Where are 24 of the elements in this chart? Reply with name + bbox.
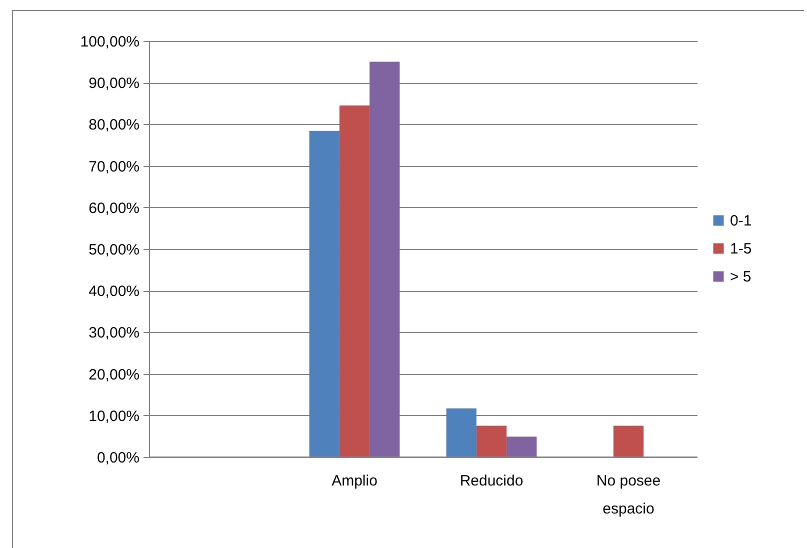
bar: [309, 130, 340, 457]
bar: [476, 426, 507, 457]
legend-label: 1-5: [730, 240, 752, 258]
y-tick-label: 40,00%: [88, 283, 140, 300]
y-tick-label: 70,00%: [88, 158, 140, 176]
x-tick-label: Reducido: [460, 472, 524, 490]
legend-label: 0-1: [730, 212, 752, 230]
y-tick-label: 60,00%: [88, 200, 140, 217]
bar: [613, 426, 644, 457]
x-tick-label: No posee espacio: [596, 472, 661, 518]
y-tick-label: 10,00%: [88, 408, 140, 425]
bar: [370, 62, 400, 457]
y-tick-label: 90,00%: [88, 75, 140, 92]
x-tick-label: Amplio: [332, 472, 378, 490]
y-tick-label: 100,00%: [80, 34, 140, 50]
bar: [446, 408, 476, 457]
legend-label: > 5: [730, 268, 752, 286]
y-tick-label: 50,00%: [88, 242, 140, 258]
y-tick-label: 0,00%: [96, 450, 140, 466]
y-tick-label: 80,00%: [88, 116, 140, 134]
y-tick-label: 30,00%: [88, 324, 140, 342]
y-tick-label: 20,00%: [88, 366, 140, 384]
bar: [339, 105, 370, 457]
bar: [506, 436, 537, 457]
